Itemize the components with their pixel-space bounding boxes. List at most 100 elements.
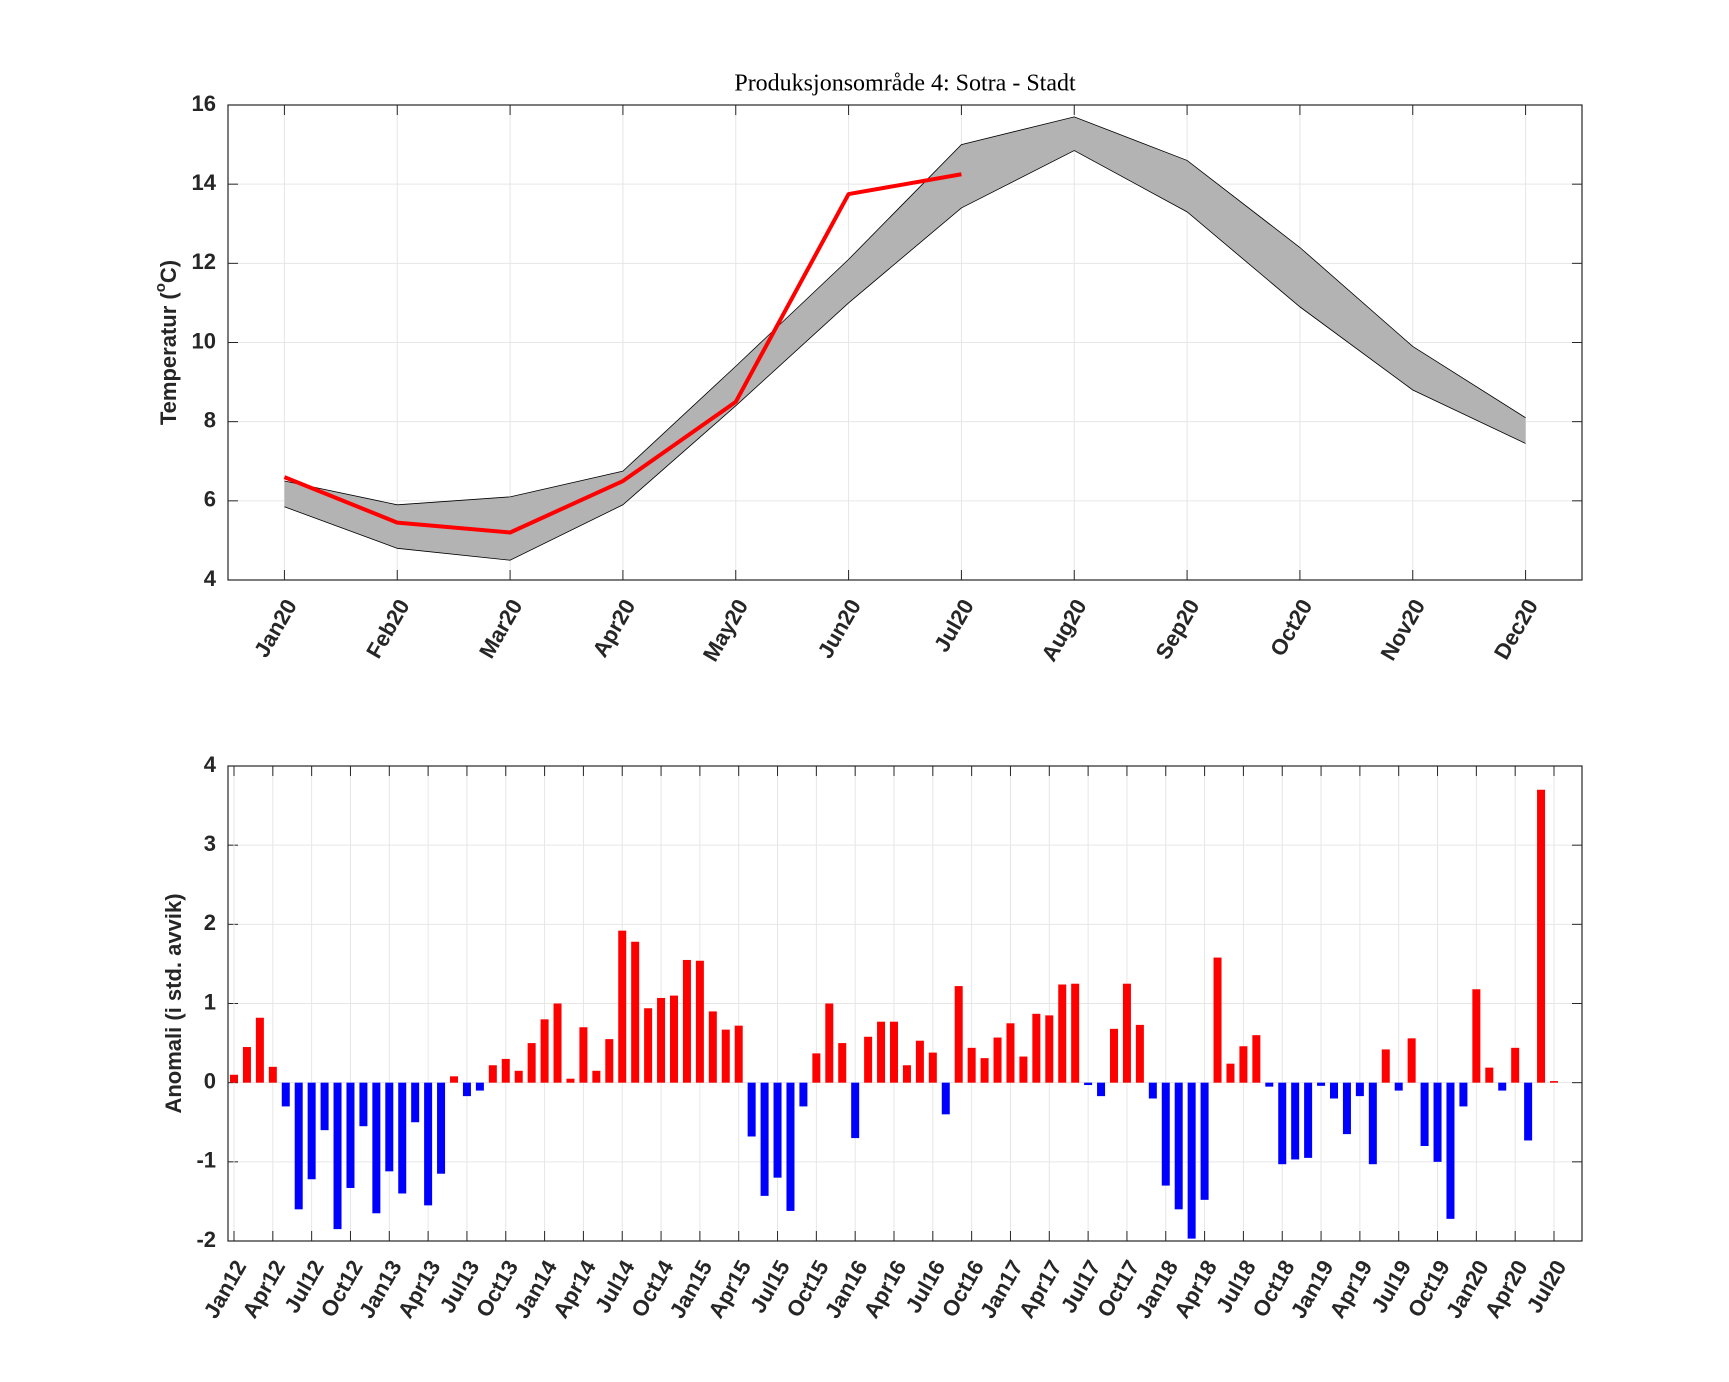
bar (838, 1043, 847, 1083)
bar (1226, 1063, 1235, 1083)
bar (670, 995, 678, 1083)
bar (553, 1003, 562, 1083)
bar (1161, 1082, 1170, 1186)
bar (695, 960, 704, 1083)
bar (1485, 1067, 1494, 1083)
bar (1498, 1082, 1507, 1091)
bar (721, 1029, 730, 1083)
bar (1122, 983, 1131, 1083)
bar (462, 1082, 471, 1097)
band-upper (284, 116, 1526, 506)
bar (1200, 1082, 1209, 1200)
y-axis-label-part: Temperatur ( (156, 292, 181, 426)
bar (294, 1082, 303, 1210)
bar (268, 1066, 277, 1083)
bar (230, 1074, 238, 1083)
bar (385, 1082, 394, 1172)
bar (372, 1082, 381, 1214)
bar (540, 1019, 549, 1083)
y-tick-label: 4 (204, 752, 217, 777)
bar (1355, 1082, 1364, 1097)
bar (1368, 1082, 1377, 1165)
bar (1304, 1082, 1313, 1158)
bar (967, 1047, 976, 1083)
bar (1135, 1024, 1144, 1083)
y-tick-label: -2 (196, 1227, 216, 1252)
y-axis-label: Anomali (i std. avvik) (161, 893, 186, 1113)
y-tick-label: -1 (196, 1148, 216, 1173)
bar (1342, 1082, 1351, 1135)
bar (644, 1008, 653, 1083)
bar (514, 1070, 523, 1083)
bar (1472, 989, 1481, 1083)
bar (682, 959, 691, 1083)
bar (1110, 1028, 1118, 1083)
bar (1045, 1015, 1054, 1083)
bar (450, 1076, 458, 1083)
bar (1278, 1082, 1287, 1165)
bar (1291, 1082, 1300, 1160)
bar (346, 1082, 355, 1188)
y-tick-label: 2 (204, 910, 216, 935)
bar (1032, 1013, 1041, 1083)
y-tick-label: 10 (192, 328, 216, 353)
bar (333, 1082, 342, 1230)
bar (1330, 1082, 1338, 1099)
bar (1084, 1082, 1093, 1086)
bar (980, 1058, 989, 1083)
bar (1459, 1082, 1468, 1107)
bar (1265, 1082, 1274, 1087)
bar (799, 1082, 808, 1107)
y-tick-label: 14 (192, 170, 217, 195)
chart-title: Produksjonsområde 4: Sotra - Stadt (734, 71, 1076, 97)
bar (566, 1078, 575, 1083)
bar (1252, 1035, 1261, 1083)
bar (747, 1082, 756, 1137)
bar (941, 1082, 950, 1115)
band-lower (284, 150, 1526, 561)
bar (993, 1037, 1002, 1083)
bar (359, 1082, 368, 1127)
bar (1071, 983, 1080, 1083)
line (283, 172, 962, 535)
bar (864, 1036, 873, 1083)
bar (1317, 1082, 1326, 1086)
bar (631, 941, 640, 1083)
bar (281, 1082, 290, 1107)
bar (1550, 1081, 1558, 1083)
bar (734, 1025, 743, 1083)
y-tick-label: 3 (204, 831, 216, 856)
bar (1213, 957, 1222, 1083)
bar (812, 1053, 821, 1083)
bar (1174, 1082, 1183, 1210)
bar (1537, 789, 1546, 1083)
bar (411, 1082, 420, 1123)
y-tick-label: 4 (204, 566, 217, 591)
y-tick-label: 12 (192, 249, 216, 274)
bar (1524, 1082, 1533, 1141)
bar (1407, 1038, 1416, 1083)
bar (424, 1082, 433, 1206)
bar (605, 1039, 614, 1083)
axes-box (227, 104, 1583, 581)
bar (825, 1003, 834, 1083)
bar (398, 1082, 407, 1194)
bar (1187, 1082, 1196, 1239)
band-fill (284, 116, 1526, 561)
bar (475, 1082, 484, 1091)
bar (527, 1043, 536, 1083)
y-tick-label: 0 (204, 1068, 216, 1093)
bar (773, 1082, 782, 1178)
bar (877, 1021, 886, 1083)
bar (501, 1058, 510, 1083)
bar (708, 1011, 717, 1083)
y-axis-label: Temperatur (oC) (152, 260, 180, 425)
bar (1446, 1082, 1455, 1219)
bar (242, 1047, 251, 1083)
bar (1381, 1049, 1390, 1083)
bar (320, 1082, 329, 1131)
bar (954, 986, 963, 1083)
bar (851, 1082, 860, 1139)
bar (760, 1082, 769, 1196)
